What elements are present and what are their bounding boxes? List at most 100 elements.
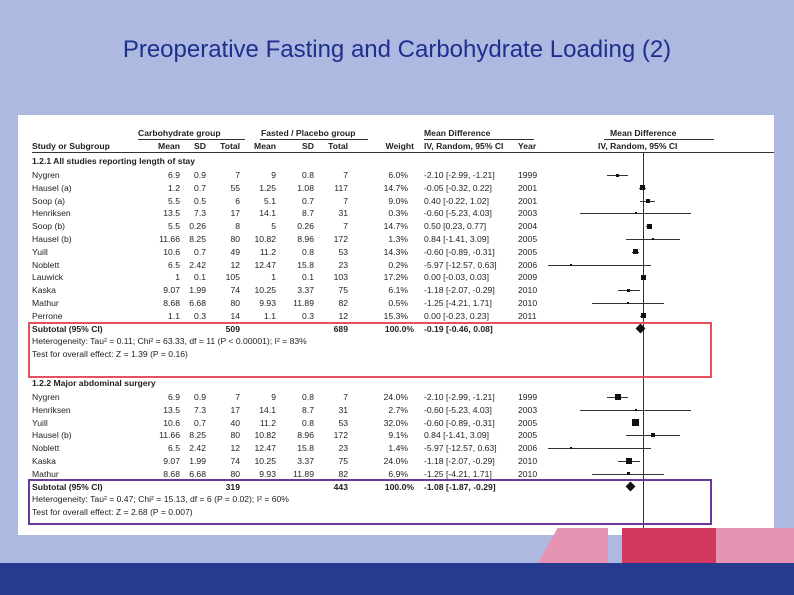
weight-value: 6.0%	[388, 170, 408, 180]
header-study: Study or Subgroup	[32, 141, 110, 151]
header-mean2: Mean	[254, 141, 276, 151]
effect-square	[626, 472, 630, 476]
mean1-value: 1.2	[168, 182, 180, 193]
effect-square	[634, 408, 637, 411]
ci-value: -1.18 [-2.07, -0.29]	[424, 285, 495, 296]
total1-value: 12	[230, 259, 240, 270]
year-value: 2004	[518, 221, 538, 232]
total2-value: 82	[338, 298, 348, 308]
study-name: Yuill	[32, 246, 48, 257]
total1-value: 105	[225, 272, 240, 283]
ci-value: -1.18 [-2.07, -0.29]	[424, 456, 495, 466]
ci-value: -0.60 [-5.23, 4.03]	[424, 208, 492, 219]
study-name: Henriksen	[32, 404, 71, 415]
study-name: Yuill	[32, 417, 48, 428]
study-name: Nygren	[32, 170, 60, 180]
ci-value: -2.10 [-2.99, -1.21]	[424, 170, 495, 180]
mean1-value: 6.9	[168, 170, 180, 180]
year-value: 2006	[518, 443, 538, 454]
mean1-value: 8.68	[163, 468, 180, 479]
mean2-value: 9.93	[259, 298, 276, 308]
total1-value: 7	[235, 170, 240, 180]
study-name: Perrone	[32, 310, 63, 321]
header-mean1: Mean	[158, 141, 180, 151]
total2-value: 31	[338, 404, 348, 415]
weight-value: 24.0%	[383, 392, 408, 402]
mean2-value: 14.1	[259, 208, 276, 219]
footer-bar	[0, 563, 794, 595]
mean2-value: 10.25	[254, 285, 276, 296]
effect-square	[640, 313, 646, 319]
mean2-value: 11.2	[259, 246, 276, 257]
total2-value: 117	[334, 182, 348, 193]
mean1-value: 9.07	[163, 456, 180, 466]
study-name: Mathur	[32, 468, 59, 479]
effect-square	[651, 433, 656, 438]
header-underline-1	[138, 139, 245, 140]
mean2-value: 5.1	[264, 195, 276, 206]
effect-square	[633, 249, 639, 255]
total2-value: 31	[338, 208, 348, 219]
mean2-value: 1	[271, 272, 276, 283]
total2-value: 75	[338, 456, 348, 466]
total2-value: 23	[338, 443, 348, 454]
weight-value: 14.7%	[383, 182, 408, 193]
sd2-value: 15.8	[297, 443, 314, 454]
total2-value: 172	[333, 234, 348, 244]
mean1-value: 9.07	[163, 285, 180, 296]
ci-value: -0.60 [-5.23, 4.03]	[424, 404, 492, 415]
subgroup1-heterogeneity: Heterogeneity: Tau² = 0.11; Chi² = 63.33…	[32, 336, 307, 347]
sd1-value: 8.25	[189, 234, 206, 244]
weight-value: 9.1%	[388, 430, 408, 441]
weight-value: 2.7%	[388, 404, 408, 415]
study-name: Hausel (b)	[32, 430, 72, 441]
weight-value: 32.0%	[383, 417, 408, 428]
study-name: Hausel (a)	[32, 182, 72, 193]
sd2-value: 8.96	[297, 234, 314, 244]
total1-value: 74	[230, 456, 240, 466]
ci-value: 0.00 [-0.03, 0.03]	[424, 272, 489, 283]
total2-value: 103	[333, 272, 348, 283]
total2-value: 23	[338, 259, 348, 270]
header-year: Year	[518, 141, 537, 151]
highlight-box-subtotal2	[28, 479, 712, 525]
effect-square	[652, 238, 655, 240]
weight-value: 14.3%	[383, 246, 408, 257]
sd1-value: 8.25	[189, 430, 206, 441]
sd1-value: 6.68	[189, 298, 206, 308]
sd1-value: 0.1	[194, 272, 206, 283]
total2-value: 75	[338, 285, 348, 296]
study-name: Noblett	[32, 443, 60, 454]
header-total2: Total	[328, 141, 348, 151]
total1-value: 80	[230, 430, 240, 441]
header-weight: Weight	[385, 141, 414, 151]
sd2-value: 8.96	[297, 430, 314, 441]
total1-value: 12	[230, 443, 240, 454]
effect-square	[616, 173, 620, 177]
study-name: Kaska	[32, 456, 56, 466]
year-value: 2005	[518, 417, 538, 428]
header-total1: Total	[220, 141, 240, 151]
study-name: Kaska	[32, 285, 56, 296]
sd2-value: 15.8	[297, 259, 314, 270]
study-name: Hausel (b)	[32, 234, 72, 244]
ci-value: -0.60 [-0.89, -0.31]	[424, 246, 495, 257]
effect-square	[639, 185, 645, 191]
weight-value: 1.3%	[388, 234, 408, 244]
sd1-value: 0.7	[194, 246, 206, 257]
header-underline-3	[424, 139, 534, 140]
year-value: 2006	[518, 259, 538, 270]
subtotal-ci: -1.08 [-1.87, -0.29]	[424, 481, 496, 492]
effect-square	[627, 288, 631, 292]
total1-value: 8	[235, 221, 240, 232]
mean2-value: 10.82	[254, 430, 276, 441]
subgroup1-overall-effect: Test for overall effect: Z = 1.39 (P = 0…	[32, 349, 188, 360]
year-value: 2005	[518, 246, 538, 257]
subtotal-weight: 100.0%	[384, 481, 414, 492]
weight-value: 0.2%	[388, 259, 408, 270]
year-value: 2005	[518, 430, 538, 441]
slide-title: Preoperative Fasting and Carbohydrate Lo…	[122, 36, 672, 63]
sd2-value: 3.37	[297, 456, 314, 466]
year-value: 1999	[518, 392, 538, 402]
mean1-value: 5.5	[168, 221, 180, 232]
